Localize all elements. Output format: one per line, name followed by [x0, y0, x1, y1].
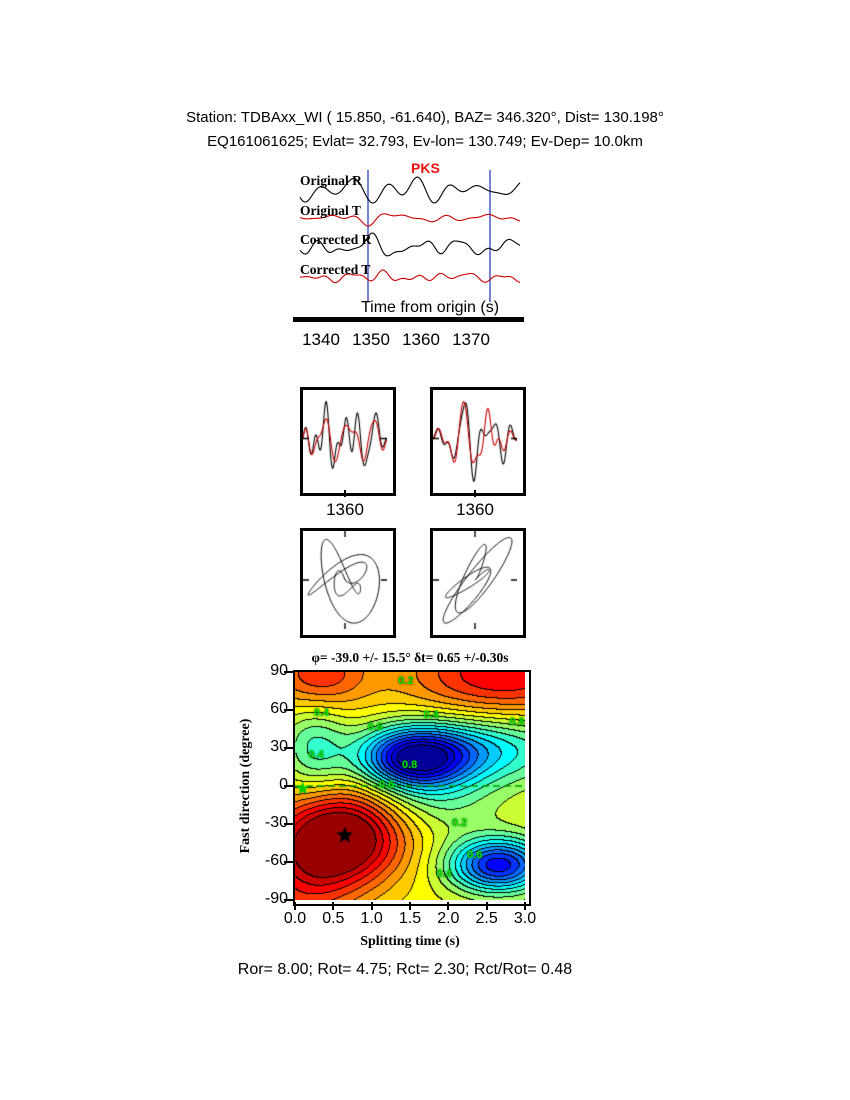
y-tick-mark — [284, 861, 293, 863]
contour-label: 0.2 — [451, 817, 468, 829]
particle-motion-canvas-right — [433, 531, 517, 629]
phase-label: PKS — [411, 160, 440, 176]
contour-label: 0.6 — [367, 720, 383, 733]
y-tick-label: -90 — [264, 890, 288, 907]
x-tick-label: 2.0 — [437, 910, 460, 927]
windowed-waveform-box-left — [300, 387, 396, 496]
seismogram-panel: PKS Original R Original T Corrected R Co… — [295, 160, 525, 310]
y-tick-mark — [284, 823, 293, 825]
time-tick-label: 1360 — [402, 330, 440, 349]
y-tick-label: -60 — [264, 852, 288, 869]
x-tick-mark — [409, 902, 411, 910]
y-tick-mark — [284, 785, 293, 787]
contour-label: 0.8 — [509, 715, 525, 728]
contour-title: φ= -39.0 +/- 15.5° δt= 0.65 +/-0.30s — [311, 650, 509, 665]
y-tick-label: -30 — [264, 814, 288, 831]
y-tick-mark — [284, 709, 293, 711]
particle-motion-box-left — [300, 528, 396, 638]
x-tick-mark — [332, 902, 335, 910]
contour-canvas — [295, 672, 525, 900]
trace-label-corrected-r: Corrected R — [300, 232, 372, 247]
x-tick-mark — [447, 902, 450, 910]
window-tick-label-left: 1360 — [326, 500, 364, 519]
contour-label: 0.6 — [467, 848, 483, 861]
y-tick-label: 60 — [270, 700, 288, 717]
y-tick-label: 0 — [248, 776, 288, 794]
contour-ylabel: Fast direction (degree) — [238, 718, 253, 854]
window-tick-mark-left — [344, 490, 346, 497]
time-axis-title: Time from origin (s) — [360, 299, 500, 316]
contour-label: 0.4 — [436, 867, 452, 880]
contour-label: 0.8 — [402, 758, 418, 771]
event-header: EQ161061625; Evlat= 32.793, Ev-lon= 130.… — [207, 133, 643, 150]
window-tick-label-right: 1360 — [456, 500, 494, 519]
particle-motion-box-right — [430, 528, 526, 638]
contour-label: 0.4 — [308, 748, 324, 761]
windowed-waveform-canvas-left — [303, 390, 387, 487]
x-tick-mark — [485, 902, 488, 910]
contour-label: 0.4 — [313, 706, 330, 719]
x-tick-mark — [524, 902, 526, 910]
seismogram-traces — [299, 170, 521, 302]
x-tick-mark — [370, 902, 373, 910]
y-tick-mark — [284, 747, 293, 749]
x-tick-mark — [294, 902, 296, 910]
y-tick-mark — [284, 671, 293, 673]
x-tick-label: 2.5 — [475, 910, 498, 927]
time-axis-line — [293, 317, 524, 322]
windowed-waveform-box-right — [430, 387, 526, 496]
x-tick-label: 1.5 — [398, 910, 422, 927]
result-summary: Ror= 8.00; Rot= 4.75; Rct= 2.30; Rct/Rot… — [237, 961, 573, 978]
station-header: Station: TDBAxx_WI ( 15.850, -61.640), B… — [186, 109, 664, 126]
contour-label: 0.6 — [379, 779, 395, 791]
time-tick-label: 1370 — [452, 330, 490, 349]
contour-plot: 0.2 0.4 0.4 0.6 0.8 0.4 0.8 0.6 0.2 0.6 0.4 — [293, 670, 531, 906]
x-tick-label: 0.5 — [322, 910, 345, 927]
trace-label-original-r: Original R — [300, 173, 362, 188]
x-tick-label: 1.0 — [360, 910, 383, 927]
trace-label-original-t: Original T — [300, 203, 361, 218]
particle-motion-canvas-left — [303, 531, 387, 629]
x-tick-label: 0.0 — [283, 910, 307, 927]
contour-xlabel: Splitting time (s) — [360, 934, 460, 949]
y-tick-mark — [284, 899, 293, 901]
time-tick-label: 1340 — [302, 330, 340, 349]
time-tick-label: 1350 — [352, 330, 390, 349]
contour-label: 0.2 — [398, 675, 414, 688]
y-tick-label: 30 — [270, 738, 288, 755]
window-tick-mark-right — [474, 490, 476, 497]
windowed-waveform-canvas-right — [433, 390, 517, 487]
x-tick-label: 3.0 — [513, 910, 537, 927]
trace-label-corrected-t: Corrected T — [300, 262, 371, 277]
contour-label: 0.4 — [423, 709, 439, 722]
y-tick-label: 90 — [270, 662, 288, 679]
